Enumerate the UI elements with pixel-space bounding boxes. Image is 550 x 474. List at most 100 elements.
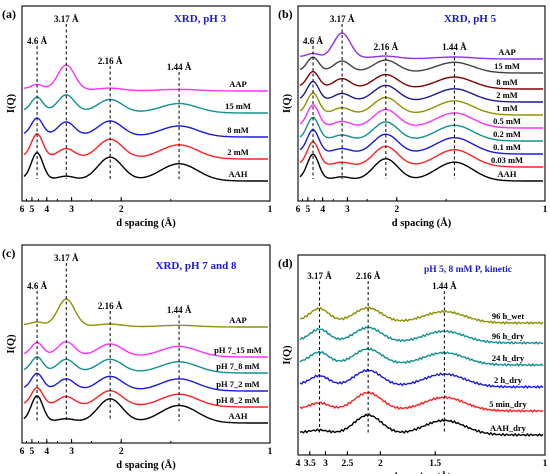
peak-label: 2.16 Å: [374, 42, 399, 52]
series-label: 1 mM: [496, 103, 517, 113]
x-tick-label: 3: [69, 447, 74, 457]
plot-frame: [21, 5, 271, 202]
peak-label: 3.17 Å: [54, 253, 79, 263]
series-line-5: [299, 92, 543, 116]
series-line-7: [299, 71, 543, 90]
peak-label: 4.6 Å: [27, 281, 48, 291]
series-label: AAH_dry: [490, 423, 527, 433]
y-axis-label: I(Q): [6, 93, 17, 113]
x-tick-label: 2: [119, 447, 124, 457]
x-tick-label: 3: [345, 205, 350, 215]
series-label: 2 h_dry: [494, 375, 523, 385]
x-tick-label: 3.5: [304, 459, 316, 469]
series-label: 5 min_dry: [489, 399, 527, 409]
series-label: AAH: [229, 411, 248, 421]
peak-label: 1.44 Å: [432, 281, 457, 291]
series-label: 0.5 mM: [493, 116, 521, 126]
series-line-3: [299, 116, 543, 142]
series-label: pH 7_2 mM: [216, 379, 259, 389]
series-label: pH 7_8 mM: [216, 361, 259, 371]
peak-label: 2.16 Å: [98, 56, 123, 66]
series-label: AAP: [229, 79, 246, 89]
x-tick-label: 2: [394, 205, 399, 215]
y-axis-label: I(Q): [282, 93, 293, 113]
panel-1: 6 5 4 3 2 1 d spacing (Å) I(Q) (b) XRD, pH 5 AAH 0.…: [278, 5, 548, 229]
x-tick-label: 1: [268, 205, 273, 215]
series-line-5: [23, 298, 268, 328]
x-tick-label: 2.5: [341, 459, 353, 469]
x-tick-label: 6: [20, 447, 25, 457]
y-axis-label: I(Q): [6, 334, 17, 354]
series-line-5: [299, 305, 544, 325]
series-line-2: [299, 368, 544, 389]
series-label: 2 mM: [496, 90, 517, 100]
series-label: 2 mM: [227, 147, 248, 157]
series-line-0: [299, 413, 544, 437]
x-tick-label: 5: [30, 205, 35, 215]
peak-label: 1.44 Å: [167, 305, 192, 315]
series-line-1: [299, 141, 543, 168]
series-line-1: [23, 133, 268, 160]
series-line-4: [23, 340, 268, 358]
series-line-4: [23, 64, 268, 92]
peak-label: 2.16 Å: [356, 271, 381, 281]
x-axis-label: d spacing (Å): [116, 217, 176, 229]
series-label: 0.03 mM: [491, 155, 523, 165]
series-line-4: [299, 104, 543, 129]
peak-label: 4.6 Å: [303, 36, 324, 46]
series-label: 24 h_dry: [492, 353, 525, 363]
x-tick-label: 6: [296, 205, 301, 215]
series-label: 96 h_wet: [492, 311, 525, 321]
series-label: AAP: [498, 47, 515, 57]
panel-label: (b): [278, 7, 293, 21]
plot-frame: [297, 254, 546, 456]
series-label: 0.1 mM: [493, 142, 521, 152]
series-label: 96 h_dry: [492, 331, 525, 341]
plot-frame: [297, 5, 546, 202]
panel-title: XRD, pH 7 and 8: [156, 260, 237, 272]
panel-title: XRD, pH 5: [444, 13, 497, 25]
panel-label: (c): [2, 246, 15, 260]
series-line-0: [23, 395, 268, 424]
series-line-3: [23, 356, 268, 374]
x-tick-label: 1: [268, 447, 273, 457]
x-tick-label: 2: [119, 205, 124, 215]
panel-3: 43.5 3 2.5 2 1.5 1 d spacing (Å) I(Q) (d) pH 5, 8…: [278, 254, 548, 474]
series-label: AAH: [229, 169, 248, 179]
x-tick-label: 3: [69, 205, 74, 215]
x-tick-label: 4: [296, 459, 301, 469]
series-line-8: [299, 56, 543, 74]
series-label: 15 mM: [494, 61, 520, 71]
x-tick-label: 4: [44, 447, 49, 457]
series-label: AAH: [498, 169, 517, 179]
panel-2: 6 5 4 3 2 1 d spacing (Å) I(Q) (c) XRD, pH 7 and …: [2, 244, 273, 471]
x-tick-label: 3: [323, 459, 328, 469]
series-line-3: [299, 347, 544, 367]
x-axis-label: d spacing (Å): [392, 471, 452, 474]
x-axis-label: d spacing (Å): [392, 217, 452, 229]
series-line-2: [299, 129, 543, 155]
peak-label: 1.44 Å: [167, 62, 192, 72]
series-label: pH 7_15 mM: [214, 345, 262, 355]
series-line-6: [299, 80, 543, 103]
series-label: AAP: [229, 315, 246, 325]
series-label: 0.2 mM: [493, 129, 521, 139]
x-tick-label: 5: [30, 447, 35, 457]
x-tick-label: 5: [306, 205, 311, 215]
series-label: 8 mM: [227, 125, 248, 135]
x-axis-label: d spacing (Å): [116, 459, 176, 471]
x-tick-label: 1.5: [429, 459, 441, 469]
series-line-2: [23, 117, 268, 138]
panel-0: 6 5 4 3 2 1 d spacing (Å) I(Q) (a) XRD, pH 3 AAH 2 …: [2, 5, 273, 229]
peak-label: 2.16 Å: [98, 301, 123, 311]
x-tick-label: 1: [543, 459, 548, 469]
peak-label: 3.17 Å: [54, 14, 79, 24]
x-tick-label: 6: [20, 205, 25, 215]
series-line-0: [23, 152, 268, 182]
peak-label: 3.17 Å: [307, 271, 332, 281]
series-label: pH 8_2 mM: [216, 395, 259, 405]
x-tick-label: 4: [44, 205, 49, 215]
series-line-4: [299, 325, 544, 345]
series-line-1: [299, 391, 544, 413]
